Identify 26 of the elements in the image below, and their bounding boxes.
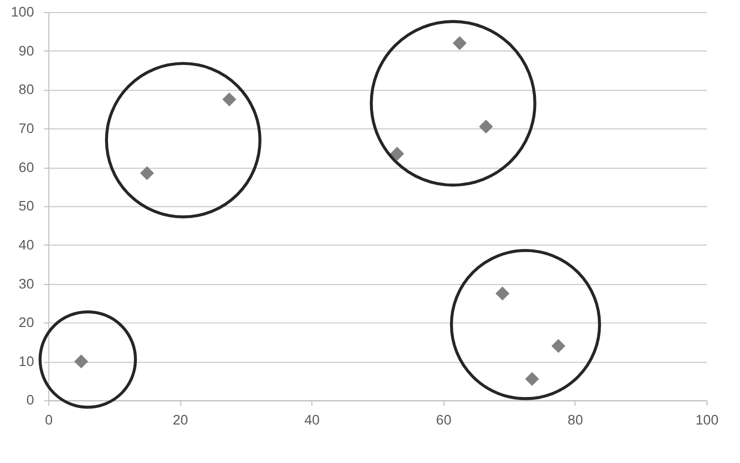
x-tick-label: 100 xyxy=(695,412,719,428)
y-tick-label: 40 xyxy=(18,237,34,252)
x-tick-label: 20 xyxy=(172,412,188,428)
y-tick-label: 70 xyxy=(18,120,34,136)
point xyxy=(452,36,467,50)
y-tick-label: 0 xyxy=(26,392,34,408)
point xyxy=(551,338,566,353)
x-tick-label: 80 xyxy=(568,412,584,428)
y-tick-label: 30 xyxy=(18,276,34,292)
point xyxy=(525,372,540,386)
y-tick-label: 10 xyxy=(18,354,34,369)
y-tick-label: 80 xyxy=(18,82,34,98)
y-tick-label: 100 xyxy=(10,4,34,20)
point xyxy=(140,166,154,180)
point xyxy=(222,92,236,106)
point xyxy=(74,354,88,368)
y-tick-label: 60 xyxy=(18,160,34,175)
y-tick-label: 20 xyxy=(18,315,34,330)
y-tick-label: 50 xyxy=(18,198,34,214)
point xyxy=(479,120,493,134)
x-tick-label: 40 xyxy=(304,412,320,428)
point xyxy=(390,146,404,161)
point xyxy=(495,286,510,300)
x-tick-label: 0 xyxy=(44,412,53,428)
x-tick-label: 60 xyxy=(436,412,452,428)
y-tick-label: 90 xyxy=(18,43,34,58)
